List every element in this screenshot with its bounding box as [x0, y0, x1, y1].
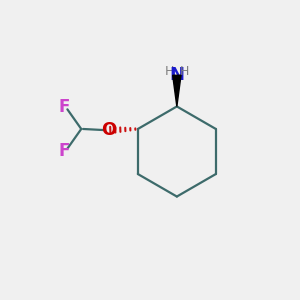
Text: H: H [165, 64, 174, 78]
Text: N: N [169, 66, 184, 84]
Polygon shape [173, 75, 181, 106]
Text: O: O [101, 121, 117, 139]
Text: F: F [58, 98, 70, 116]
Text: H: H [180, 64, 189, 78]
Text: F: F [58, 142, 70, 160]
